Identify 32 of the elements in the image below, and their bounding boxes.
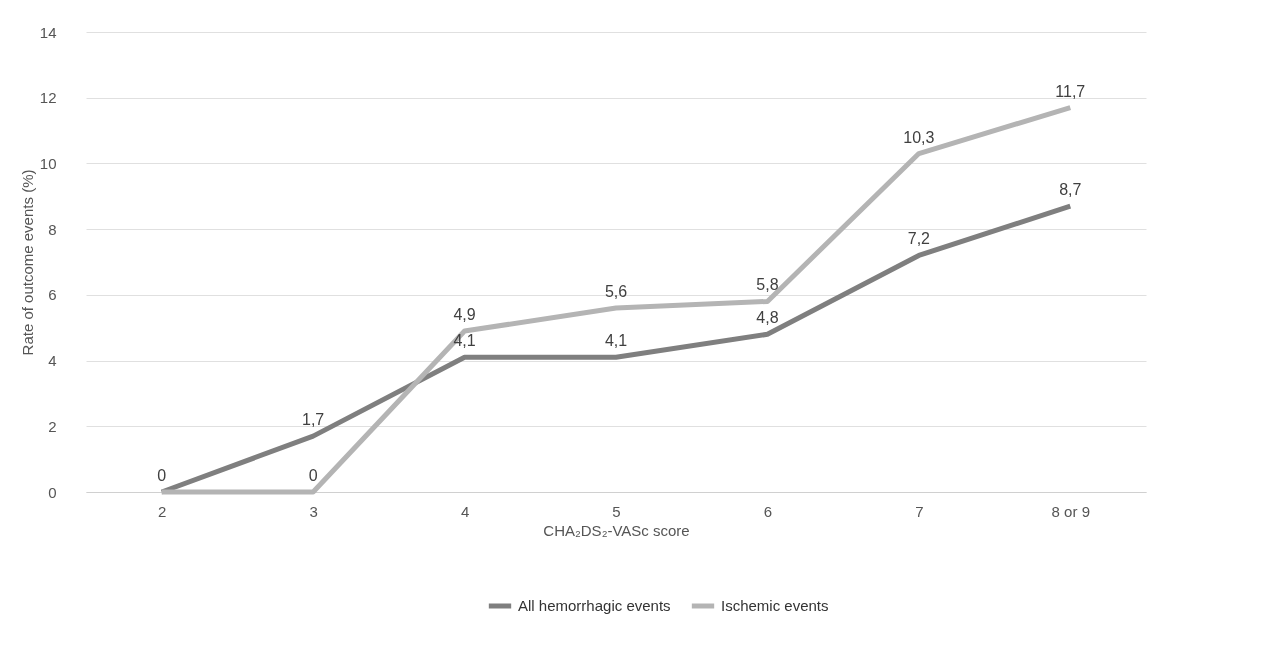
- x-tick-label: 8 or 9: [1051, 502, 1090, 520]
- data-label: 0: [308, 467, 318, 484]
- y-tick-label: 0: [48, 483, 57, 501]
- data-label: 4,8: [756, 309, 779, 327]
- y-tick-label: 12: [39, 89, 57, 107]
- x-tick-label: 3: [309, 502, 318, 520]
- data-label: 10,3: [903, 128, 935, 146]
- x-tick-label: 2: [158, 502, 167, 520]
- data-label: 5,8: [756, 276, 779, 294]
- x-tick-label: 7: [915, 502, 924, 520]
- data-label: 1,7: [302, 411, 325, 429]
- y-tick-label: 8: [48, 220, 57, 238]
- data-label: 8,7: [1059, 181, 1082, 199]
- y-tick-label: 2: [48, 417, 57, 435]
- legend-label: Ischemic events: [721, 597, 829, 614]
- y-tick-label: 4: [48, 352, 57, 370]
- data-label: 7,2: [907, 230, 931, 248]
- x-tick-label: 4: [460, 502, 470, 520]
- data-label: 4,1: [604, 332, 628, 350]
- y-tick-label: 10: [39, 154, 57, 172]
- data-label: 11,7: [1055, 82, 1086, 100]
- x-tick-label: 5: [612, 502, 621, 520]
- y-tick-label: 6: [48, 286, 57, 304]
- y-axis-title: Rate of outcome events (%): [18, 169, 36, 356]
- x-axis-title: CHA₂DS₂-VASc score: [543, 521, 690, 539]
- data-label: 0: [157, 467, 167, 484]
- data-label: 4,9: [453, 306, 476, 323]
- y-tick-label: 14: [39, 23, 57, 41]
- data-label: 5,6: [604, 283, 628, 300]
- x-tick-label: 6: [763, 502, 773, 520]
- legend-label: All hemorrhagic events: [518, 597, 671, 614]
- data-label: 4,1: [453, 332, 476, 350]
